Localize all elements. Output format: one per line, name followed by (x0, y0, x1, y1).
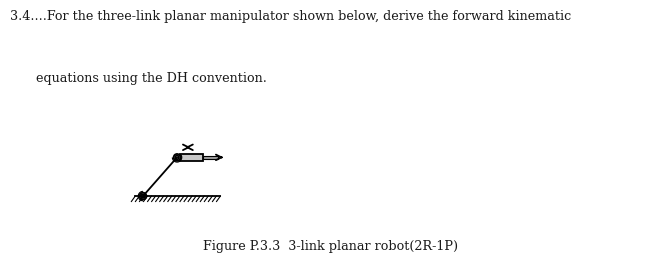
Bar (203, 156, 218, 159)
Text: 3.4....For the three-link planar manipulator shown below, derive the forward kin: 3.4....For the three-link planar manipul… (10, 10, 571, 23)
Circle shape (139, 193, 146, 199)
Circle shape (174, 154, 180, 161)
Circle shape (175, 156, 179, 159)
Circle shape (141, 194, 145, 198)
Text: equations using the DH convention.: equations using the DH convention. (36, 72, 267, 85)
Text: Figure P.3.3  3-link planar robot(2R-1P): Figure P.3.3 3-link planar robot(2R-1P) (203, 240, 458, 253)
Bar (180, 154, 203, 161)
